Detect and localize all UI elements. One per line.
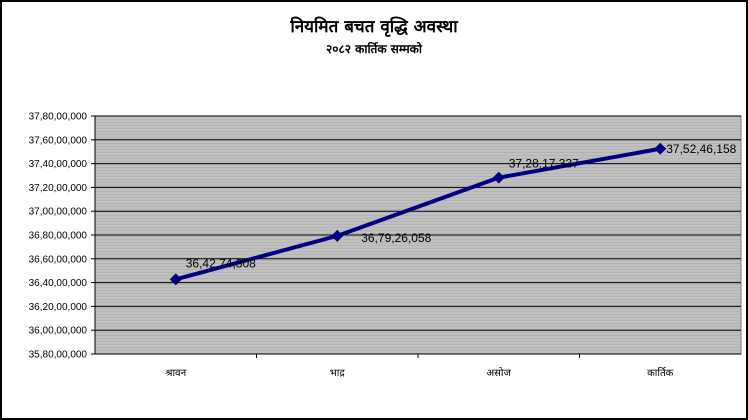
series-line — [175, 146, 661, 282]
y-tick-label: 36,20,00,000 — [29, 302, 88, 313]
x-tick-label: श्रावन — [165, 368, 186, 379]
data-point-marker — [169, 273, 182, 286]
y-tick-label: 37,40,00,000 — [29, 159, 88, 170]
chart-subtitle: २०८२ कार्तिक सम्मको — [325, 42, 422, 56]
data-label: 36,79,26,058 — [361, 231, 431, 245]
data-label: 36,42,74,308 — [186, 256, 256, 270]
x-tick-label: असोज — [487, 367, 512, 379]
y-tick-label: 36,80,00,000 — [29, 231, 88, 242]
chart-title: नियमित बचत वृद्धि अवस्था — [290, 17, 458, 37]
data-label: 37,28,17,337 — [509, 157, 579, 171]
x-tick-label: भाद्र — [330, 368, 346, 379]
y-tick-label: 37,00,00,000 — [29, 207, 88, 218]
y-tick-label: 37,60,00,000 — [29, 135, 88, 146]
y-tick-label: 36,40,00,000 — [29, 278, 88, 289]
y-tick-label: 35,80,00,000 — [29, 350, 88, 361]
data-label: 37,52,46,158 — [666, 142, 736, 156]
y-tick-label: 36,00,00,000 — [29, 326, 88, 337]
x-tick-label: कार्तिक — [647, 367, 674, 379]
y-tick-label: 37,20,00,000 — [29, 183, 88, 194]
y-tick-label: 37,80,00,000 — [29, 112, 88, 123]
y-tick-label: 36,60,00,000 — [29, 254, 88, 265]
data-point-marker — [654, 142, 667, 155]
data-point-marker — [492, 171, 505, 184]
data-point-marker — [331, 229, 344, 242]
